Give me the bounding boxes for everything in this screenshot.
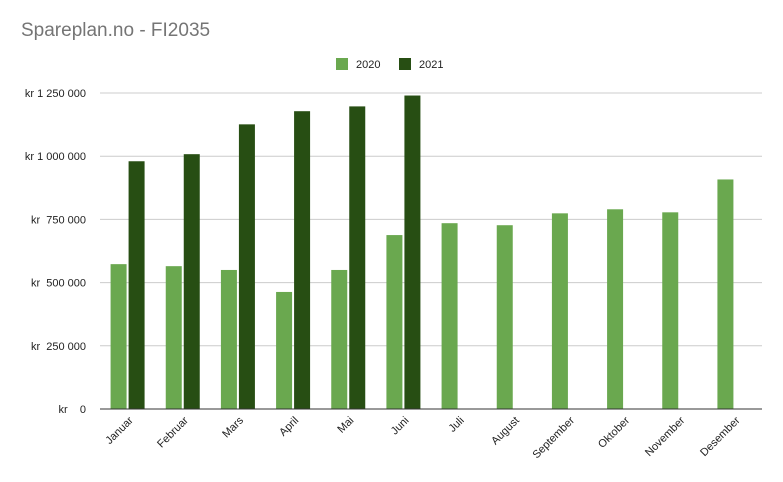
bar-2020-mai — [331, 269, 348, 409]
legend: 2020 2021 — [336, 58, 443, 71]
bar-2021-april — [294, 111, 311, 409]
y-tick-label: kr 500 000 — [31, 278, 86, 290]
x-tick-label: Januar — [103, 414, 136, 447]
x-tick-label: Februar — [155, 414, 191, 450]
x-tick-label: August — [489, 415, 522, 448]
x-tick-label: September — [531, 414, 578, 461]
bar-2021-mars — [238, 124, 255, 409]
bar-2020-november — [662, 212, 679, 409]
bar-2020-august — [496, 225, 513, 409]
bars — [110, 95, 734, 409]
legend-swatch-2020 — [336, 58, 348, 70]
bar-2020-desember — [717, 179, 734, 409]
y-tick-label: kr 750 000 — [31, 214, 86, 226]
legend-label-2021: 2021 — [419, 59, 443, 71]
y-axis-ticks: kr 0 kr 250 000 kr 500 000 kr 750 000 kr 1 0… — [25, 88, 86, 416]
bar-2021-januar — [128, 161, 145, 409]
x-tick-label: Juli — [447, 415, 467, 435]
gridlines — [100, 92, 762, 347]
x-axis-labels: Januar Februar Mars April Mai Juni Juli August S… — [103, 414, 742, 461]
y-tick-label: kr 0 — [58, 404, 86, 416]
legend-label-2020: 2020 — [356, 59, 380, 71]
bar-2021-mai — [349, 106, 366, 409]
legend-swatch-2021 — [399, 58, 411, 70]
bar-2020-mars — [220, 269, 237, 409]
x-tick-label: Juni — [389, 415, 412, 438]
bar-2020-oktober — [607, 209, 624, 409]
bar-2020-juli — [441, 223, 458, 409]
x-tick-label: November — [643, 414, 688, 459]
x-tick-label: Desember — [698, 414, 743, 459]
chart-title: Spareplan.no - FI2035 — [21, 20, 211, 41]
bar-2020-juni — [386, 235, 403, 409]
y-tick-label: kr 250 000 — [31, 341, 86, 353]
bar-2021-februar — [183, 154, 200, 409]
y-tick-label: kr 1 000 000 — [25, 151, 86, 163]
x-tick-label: Mai — [335, 415, 356, 436]
x-tick-label: Oktober — [596, 414, 632, 450]
x-tick-label: April — [277, 415, 301, 439]
bar-2020-september — [551, 213, 568, 409]
bar-2020-februar — [165, 266, 182, 409]
bar-2020-januar — [110, 264, 127, 409]
bar-2021-juni — [404, 95, 421, 409]
y-tick-label: kr 1 250 000 — [25, 88, 86, 100]
x-tick-label: Mars — [220, 414, 246, 440]
bar-2020-april — [276, 291, 293, 409]
